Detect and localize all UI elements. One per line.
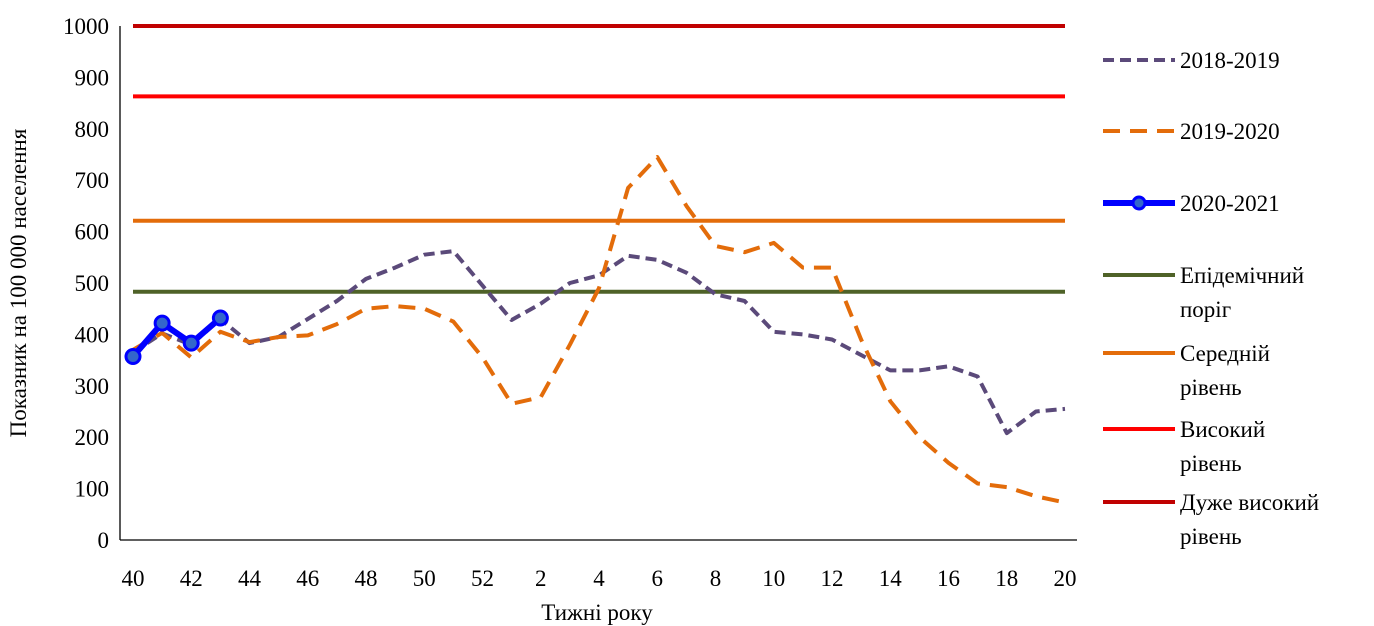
series-point (124, 348, 142, 366)
x-tick-label: 14 (879, 566, 903, 591)
y-axis-label: Показник на 100 000 населення (6, 128, 31, 437)
x-tick-label: 52 (471, 566, 494, 591)
x-tick-label: 10 (762, 566, 785, 591)
x-tick-label: 4 (593, 566, 605, 591)
x-tick-label: 46 (296, 566, 319, 591)
series-point (153, 314, 171, 332)
legend-label: 2020-2021 (1180, 191, 1280, 216)
y-tick-label: 300 (75, 374, 110, 399)
legend-label: Епідемічний (1180, 263, 1304, 288)
y-tick-label: 100 (75, 477, 110, 502)
legend-label: 2018-2019 (1180, 48, 1280, 73)
x-tick-label: 18 (995, 566, 1018, 591)
x-tick-label: 44 (238, 566, 262, 591)
x-tick-label: 20 (1054, 566, 1077, 591)
x-axis-label: Тижні року (541, 600, 653, 625)
y-tick-label: 200 (75, 425, 110, 450)
x-tick-label: 42 (180, 566, 203, 591)
x-tick-label: 50 (413, 566, 436, 591)
x-tick-label: 6 (652, 566, 664, 591)
legend-label: Високий (1180, 417, 1265, 442)
legend-label: рівень (1180, 375, 1242, 400)
x-tick-label: 8 (710, 566, 722, 591)
y-tick-label: 600 (75, 220, 110, 245)
x-tick-label: 12 (821, 566, 844, 591)
legend-label: Середній (1180, 341, 1270, 366)
legend-label: рівень (1180, 451, 1242, 476)
legend: 2018-2019 2019-2020 2020-2021 Епідемічний п… (1103, 48, 1319, 549)
series-point (211, 309, 229, 327)
series-line (131, 249, 1066, 436)
series-point (182, 334, 200, 352)
x-tick-label: 40 (122, 566, 145, 591)
y-tick-label: 800 (75, 117, 110, 142)
y-tick-label: 500 (75, 271, 110, 296)
x-tick-label: 48 (355, 566, 378, 591)
legend-label: Дуже високий (1180, 490, 1319, 515)
y-tick-label: 1000 (63, 14, 109, 39)
y-tick-label: 400 (75, 322, 110, 347)
series-line (131, 155, 1066, 505)
x-tick-label: 2 (535, 566, 547, 591)
legend-marker (1131, 195, 1147, 211)
x-tick-label: 16 (937, 566, 960, 591)
y-tick-label: 700 (75, 168, 110, 193)
series-line (130, 315, 223, 359)
legend-label: 2019-2020 (1180, 119, 1280, 144)
legend-label: поріг (1180, 297, 1231, 322)
y-tick-label: 900 (75, 65, 110, 90)
legend-label: рівень (1180, 524, 1242, 549)
y-tick-label: 0 (98, 528, 110, 553)
